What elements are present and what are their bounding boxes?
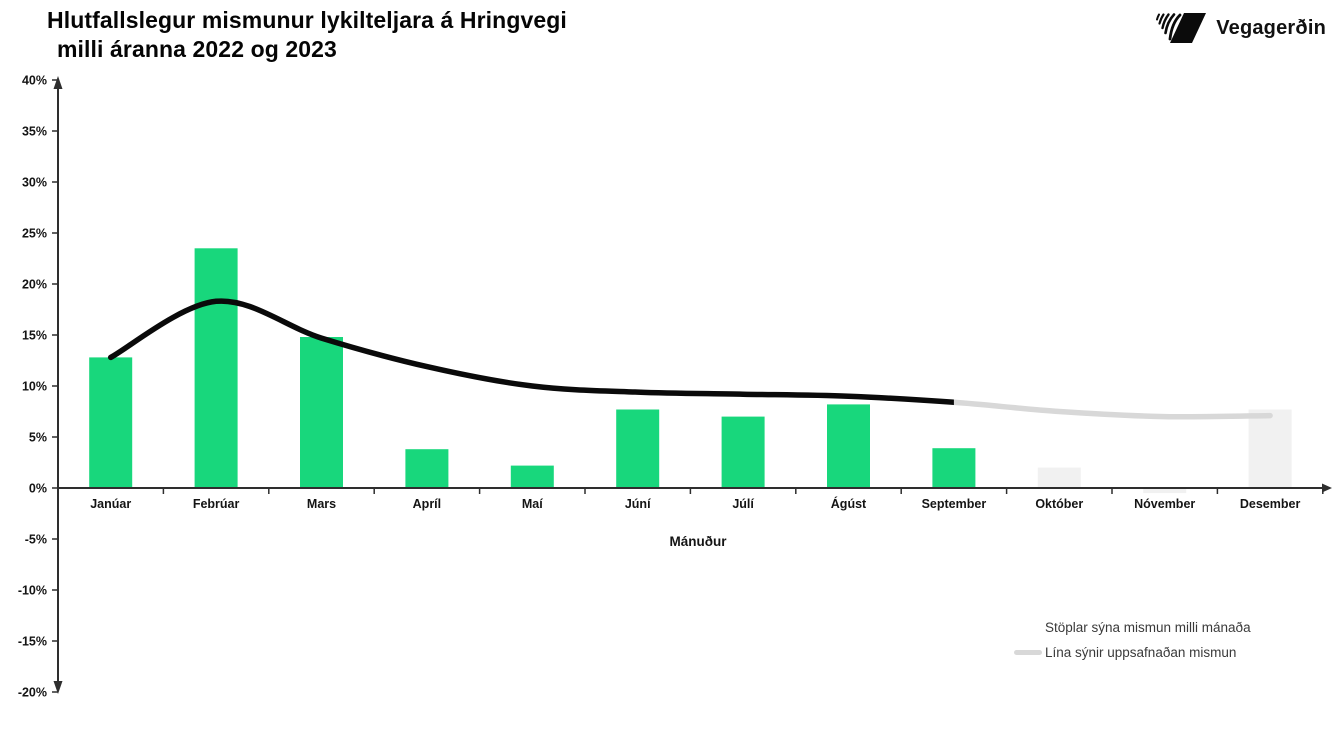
y-tick-label: -15% [18, 635, 47, 649]
chart-legend: Stöplar sýna mismun milli mánaða Lína sý… [1014, 615, 1294, 665]
chart-title-line2: milli áranna 2022 og 2023 [57, 36, 337, 62]
bar-júní [616, 409, 660, 488]
y-tick-label: -5% [25, 533, 47, 547]
bar-október [1037, 467, 1081, 488]
chart-title-line1: Hlutfallslegur mismunur lykilteljara á H… [47, 7, 567, 33]
vegagerdin-logo-icon [1156, 13, 1207, 43]
x-tick-label-febrúar: Febrúar [193, 497, 240, 511]
vegagerdin-logo-text: Vegagerðin [1216, 16, 1326, 39]
bar-janúar [89, 357, 133, 488]
y-tick-label: 5% [29, 431, 47, 445]
legend-line-label: Lína sýnir uppsafnaðan mismun [1045, 645, 1237, 660]
legend-row-bars: Stöplar sýna mismun milli mánaða [1014, 615, 1294, 640]
y-tick-label: 30% [22, 176, 47, 190]
y-tick-label: 40% [22, 74, 47, 88]
cumulative-line-actual [107, 298, 954, 406]
cumulative-line-projected [952, 399, 1273, 420]
y-tick-label: -10% [18, 584, 47, 598]
legend-bar-marker [1014, 625, 1042, 630]
x-tick-label-ágúst: Ágúst [831, 496, 867, 511]
y-tick-label: 0% [29, 482, 47, 496]
y-tick-label: -20% [18, 686, 47, 700]
bar-apríl [405, 449, 449, 488]
x-tick-label-mars: Mars [307, 497, 336, 511]
y-tick-label: 15% [22, 329, 47, 343]
y-tick-label: 20% [22, 278, 47, 292]
bar-september [932, 448, 976, 488]
chart-title: Hlutfallslegur mismunur lykilteljara á H… [47, 6, 567, 64]
x-axis-arrow-right-icon [1322, 483, 1332, 493]
legend-line-marker [1014, 650, 1042, 655]
bar-desember [1248, 409, 1292, 488]
y-axis-arrow-down-icon [53, 681, 63, 694]
bar-febrúar [194, 248, 238, 488]
y-tick-label: 25% [22, 227, 47, 241]
y-tick-label: 10% [22, 380, 47, 394]
bar-maí [510, 465, 554, 488]
x-axis-title: Mánuður [670, 534, 728, 549]
bar-ágúst [827, 404, 870, 488]
y-tick-label: 35% [22, 125, 47, 139]
x-tick-label-september: September [922, 497, 987, 511]
bar-júlí [721, 416, 765, 488]
x-tick-label-apríl: Apríl [413, 497, 441, 511]
x-tick-label-júlí: Júlí [732, 497, 754, 511]
x-tick-label-desember: Desember [1240, 497, 1301, 511]
x-tick-label-nóvember: Nóvember [1134, 497, 1195, 511]
x-tick-label-maí: Maí [522, 497, 543, 511]
x-tick-label-október: Október [1035, 497, 1083, 511]
y-axis-arrow-up-icon [53, 76, 63, 89]
x-tick-label-janúar: Janúar [90, 497, 131, 511]
x-tick-label-júní: Júní [625, 497, 651, 511]
legend-row-line: Lína sýnir uppsafnaðan mismun [1014, 640, 1294, 665]
bar-mars [300, 337, 343, 488]
vegagerdin-logo: Vegagerðin [1156, 10, 1326, 46]
bar-nóvember [1143, 488, 1187, 494]
legend-bar-label: Stöplar sýna mismun milli mánaða [1045, 620, 1251, 635]
